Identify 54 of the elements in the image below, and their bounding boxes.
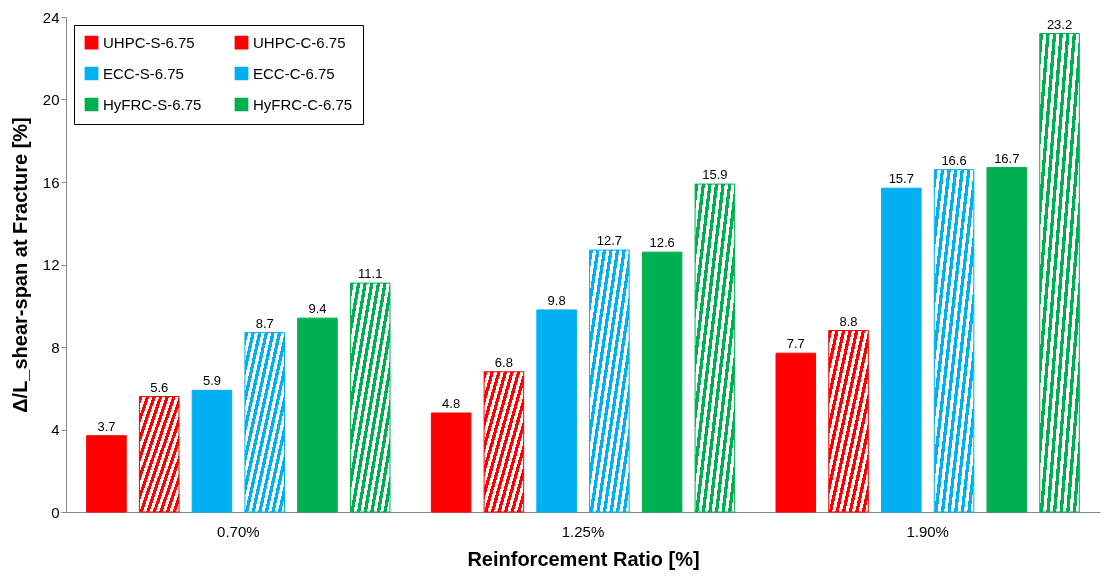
- y-tick-label: 4: [51, 421, 60, 438]
- bar: [536, 309, 577, 513]
- bar: [881, 187, 922, 513]
- bar: [138, 396, 180, 513]
- y-axis-title: Δ/L_shear-span at Fracture [%]: [8, 117, 31, 413]
- data-label: 16.6: [941, 152, 967, 168]
- bar: [828, 330, 869, 513]
- legend-label: HyFRC-C-6.75: [253, 95, 353, 113]
- data-label: 5.9: [202, 373, 221, 389]
- data-label: 4.8: [442, 396, 461, 411]
- bar: [1039, 33, 1080, 513]
- data-label: 8.8: [839, 313, 858, 329]
- bar: [244, 332, 285, 513]
- x-tick-label: 0.70%: [217, 522, 260, 540]
- bar: [694, 183, 736, 513]
- bar: [986, 167, 1028, 513]
- bar: [349, 282, 391, 513]
- bar: [430, 412, 472, 513]
- y-tick-label: 20: [42, 91, 60, 108]
- data-label: 16.7: [994, 150, 1020, 166]
- data-label: 11.1: [358, 266, 383, 282]
- data-label: 23.2: [1046, 16, 1073, 32]
- legend-label: HyFRC-S-6.75: [103, 95, 202, 113]
- y-tick-label: 12: [42, 256, 60, 273]
- x-axis-title: Reinforcement Ratio [%]: [467, 547, 700, 570]
- legend-label: UHPC-C-6.75: [253, 33, 346, 51]
- y-tick-label: 0: [51, 503, 60, 521]
- y-tick-label: 16: [42, 173, 60, 191]
- data-label: 15.9: [702, 167, 728, 183]
- data-label: 6.8: [494, 354, 513, 370]
- data-label: 8.7: [255, 315, 274, 331]
- y-tick-label: 24: [42, 8, 60, 26]
- x-tick-label: 1.90%: [906, 522, 949, 540]
- bar: [86, 435, 127, 513]
- data-label: 12.6: [649, 235, 675, 251]
- legend-label: UHPC-S-6.75: [103, 33, 195, 51]
- legend-label: ECC-S-6.75: [103, 64, 184, 82]
- x-tick-label: 1.25%: [561, 522, 605, 540]
- data-label: 9.8: [547, 292, 566, 308]
- data-label: 12.7: [596, 233, 623, 249]
- bar: [933, 169, 975, 513]
- data-label: 9.4: [308, 301, 327, 317]
- bar: [297, 317, 338, 513]
- bar: [191, 389, 233, 513]
- bar: [483, 371, 525, 513]
- data-label: 5.6: [150, 379, 169, 395]
- bar: [641, 251, 683, 513]
- data-label: 15.7: [888, 171, 914, 187]
- y-tick-label: 8: [51, 338, 60, 356]
- legend-label: ECC-C-6.75: [253, 64, 335, 82]
- bar: [589, 249, 630, 513]
- bar: [775, 352, 817, 513]
- data-label: 7.7: [786, 336, 805, 352]
- data-label: 3.7: [97, 418, 116, 434]
